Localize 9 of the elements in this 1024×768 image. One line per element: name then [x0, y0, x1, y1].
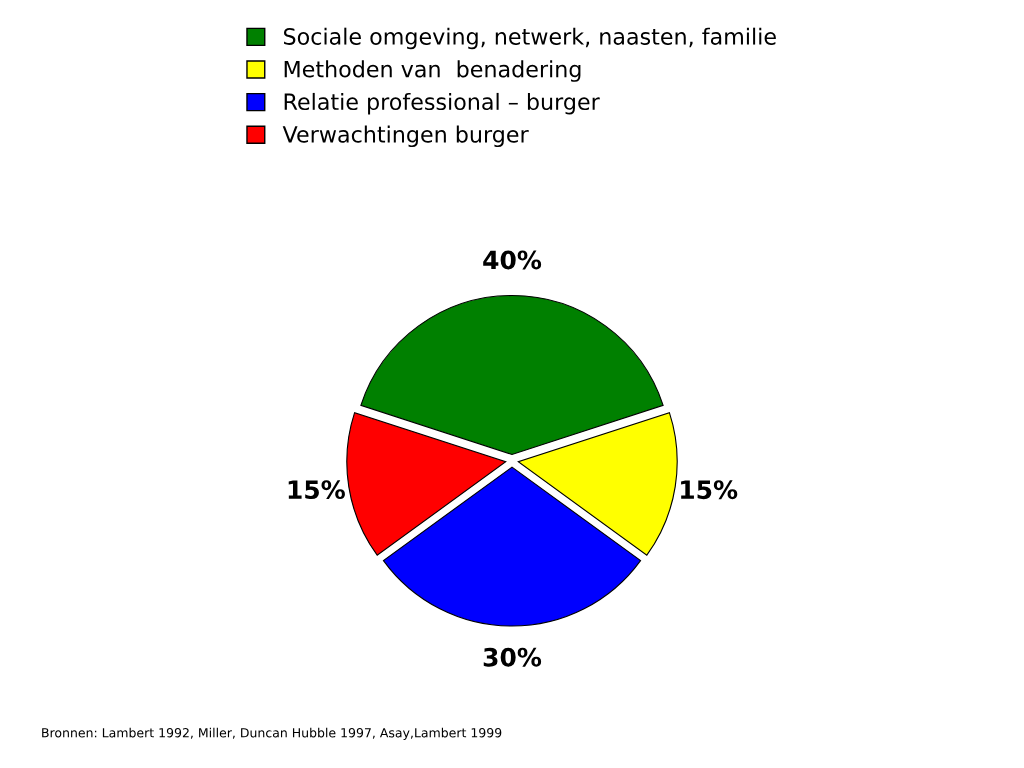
legend-label: Sociale omgeving, netwerk, naasten, familie [283, 27, 776, 50]
data-label: 40% [483, 250, 542, 270]
data-label: 15% [288, 480, 345, 500]
legend-label: Methoden van benadering [284, 60, 581, 82]
legend-label: Verwachtingen burger [282, 125, 529, 148]
data-label: 15% [681, 480, 738, 500]
legend-label: Relatie professional – burger [284, 92, 600, 115]
text: Bronnen: Lambert 1992, Miller, Duncan Hubble 1997, Asay,Lambert 1999 [42, 727, 502, 740]
data-label: 30% [483, 647, 542, 667]
